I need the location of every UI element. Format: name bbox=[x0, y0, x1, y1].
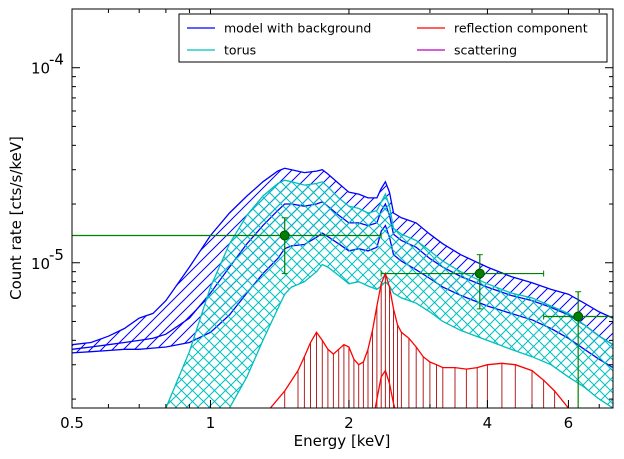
legend-entry-label: model with background bbox=[224, 21, 371, 36]
y-axis-label: Count rate [cts/s/keV] bbox=[7, 136, 25, 300]
y-tick-label-exponent: -5 bbox=[49, 246, 64, 264]
y-tick-label: 10 bbox=[31, 60, 50, 78]
data-point bbox=[279, 230, 290, 241]
x-tick-label: 0.5 bbox=[60, 414, 84, 432]
x-tick-label: 1 bbox=[206, 414, 216, 432]
legend: model with background reflection componen… bbox=[178, 13, 608, 63]
legend-entry-label: torus bbox=[224, 43, 256, 58]
legend-entry-label: scattering bbox=[454, 43, 517, 58]
bands-layer bbox=[72, 167, 613, 408]
data-points-layer bbox=[72, 217, 613, 408]
torus-band bbox=[165, 180, 613, 408]
x-tick-label: 2 bbox=[344, 414, 354, 432]
data-point bbox=[474, 268, 485, 279]
torus-lower-line bbox=[228, 263, 613, 408]
model-with-background-upper-line bbox=[72, 167, 613, 346]
data-point bbox=[573, 311, 584, 322]
x-axis-label: Energy [keV] bbox=[294, 432, 391, 450]
y-tick-label: 10 bbox=[31, 255, 50, 273]
axes-layer bbox=[71, 8, 614, 409]
legend-entry-label: reflection component bbox=[454, 21, 588, 36]
reflection-component-upper-line bbox=[269, 271, 569, 408]
torus-upper-line bbox=[165, 179, 613, 408]
y-tick-label-exponent: -4 bbox=[49, 51, 64, 69]
plot-frame bbox=[71, 8, 614, 409]
x-tick-label: 6 bbox=[564, 414, 574, 432]
ticks-layer: 0.5 1 2 4 610-510-4 bbox=[31, 8, 613, 432]
x-tick-label: 4 bbox=[483, 414, 493, 432]
legend-box bbox=[178, 13, 608, 63]
reflection-component-lower-line bbox=[374, 369, 396, 408]
